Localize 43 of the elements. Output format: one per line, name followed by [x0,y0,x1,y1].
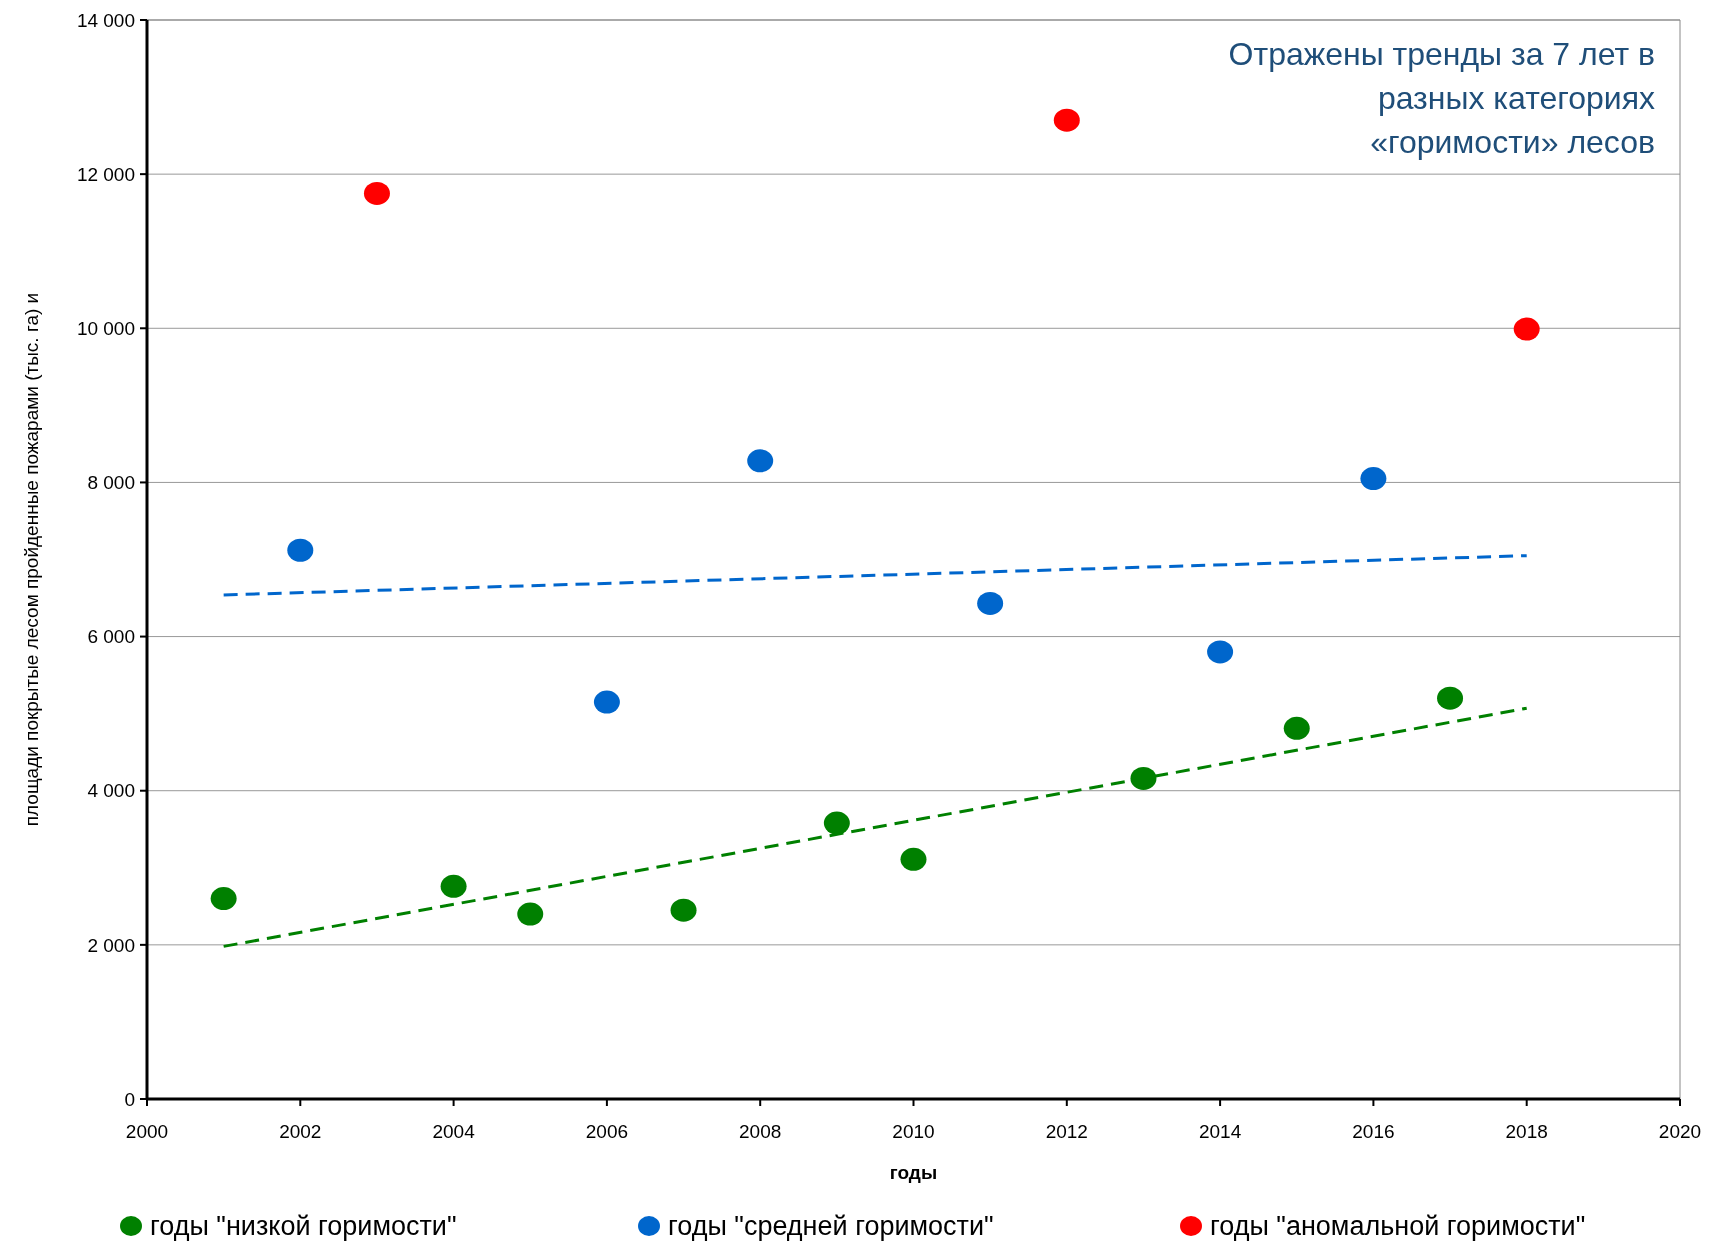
point [1513,317,1540,341]
x-tick-label: 2020 [1658,1121,1702,1142]
point [517,902,544,926]
x-axis-title: годы [889,1162,938,1183]
point [900,847,927,871]
point [1207,640,1234,664]
point [593,690,620,714]
point [977,591,1004,615]
y-tick-label: 8 000 [87,472,135,494]
annotation: Отражены тренды за 7 лет в разных категориях «горимости» лесов [1228,36,1655,160]
point [1283,716,1310,740]
point [440,874,467,898]
x-tick-label: 2002 [279,1121,322,1142]
point [210,887,237,911]
point [670,898,697,922]
point [1053,108,1080,132]
point [1360,467,1387,491]
y-tick-label: 0 [124,1088,135,1110]
point [287,538,314,562]
point [823,811,850,835]
y-tick-label: 2 000 [87,934,135,956]
y-tick-label: 6 000 [87,626,135,648]
x-tick-label: 2018 [1505,1121,1548,1142]
legend-label: годы "низкой горимости" [150,1211,457,1242]
y-tick-label: 14 000 [76,9,135,31]
x-tick-label: 2010 [892,1121,935,1142]
legend-label: годы "средней горимости" [668,1211,994,1242]
x-tick-label: 2008 [739,1121,782,1142]
x-tick-label: 2004 [432,1121,476,1142]
y-tick-label: 4 000 [87,780,135,802]
point [1130,766,1157,790]
x-tick-label: 2012 [1045,1121,1088,1142]
y-tick-label: 10 000 [76,317,135,339]
point [747,449,774,473]
x-tick-label: 2000 [125,1121,169,1142]
x-tick-label: 2006 [585,1121,629,1142]
y-tick-label: 12 000 [76,163,135,185]
point [1437,686,1464,710]
x-tick-label: 2016 [1352,1121,1395,1142]
y-axis-title: площади покрытые лесом пройденные пожарами (тыс. га) и [21,292,42,827]
legend-label: годы "аномальной горимости" [1210,1211,1586,1242]
x-tick-label: 2014 [1198,1121,1242,1142]
point [363,181,390,205]
